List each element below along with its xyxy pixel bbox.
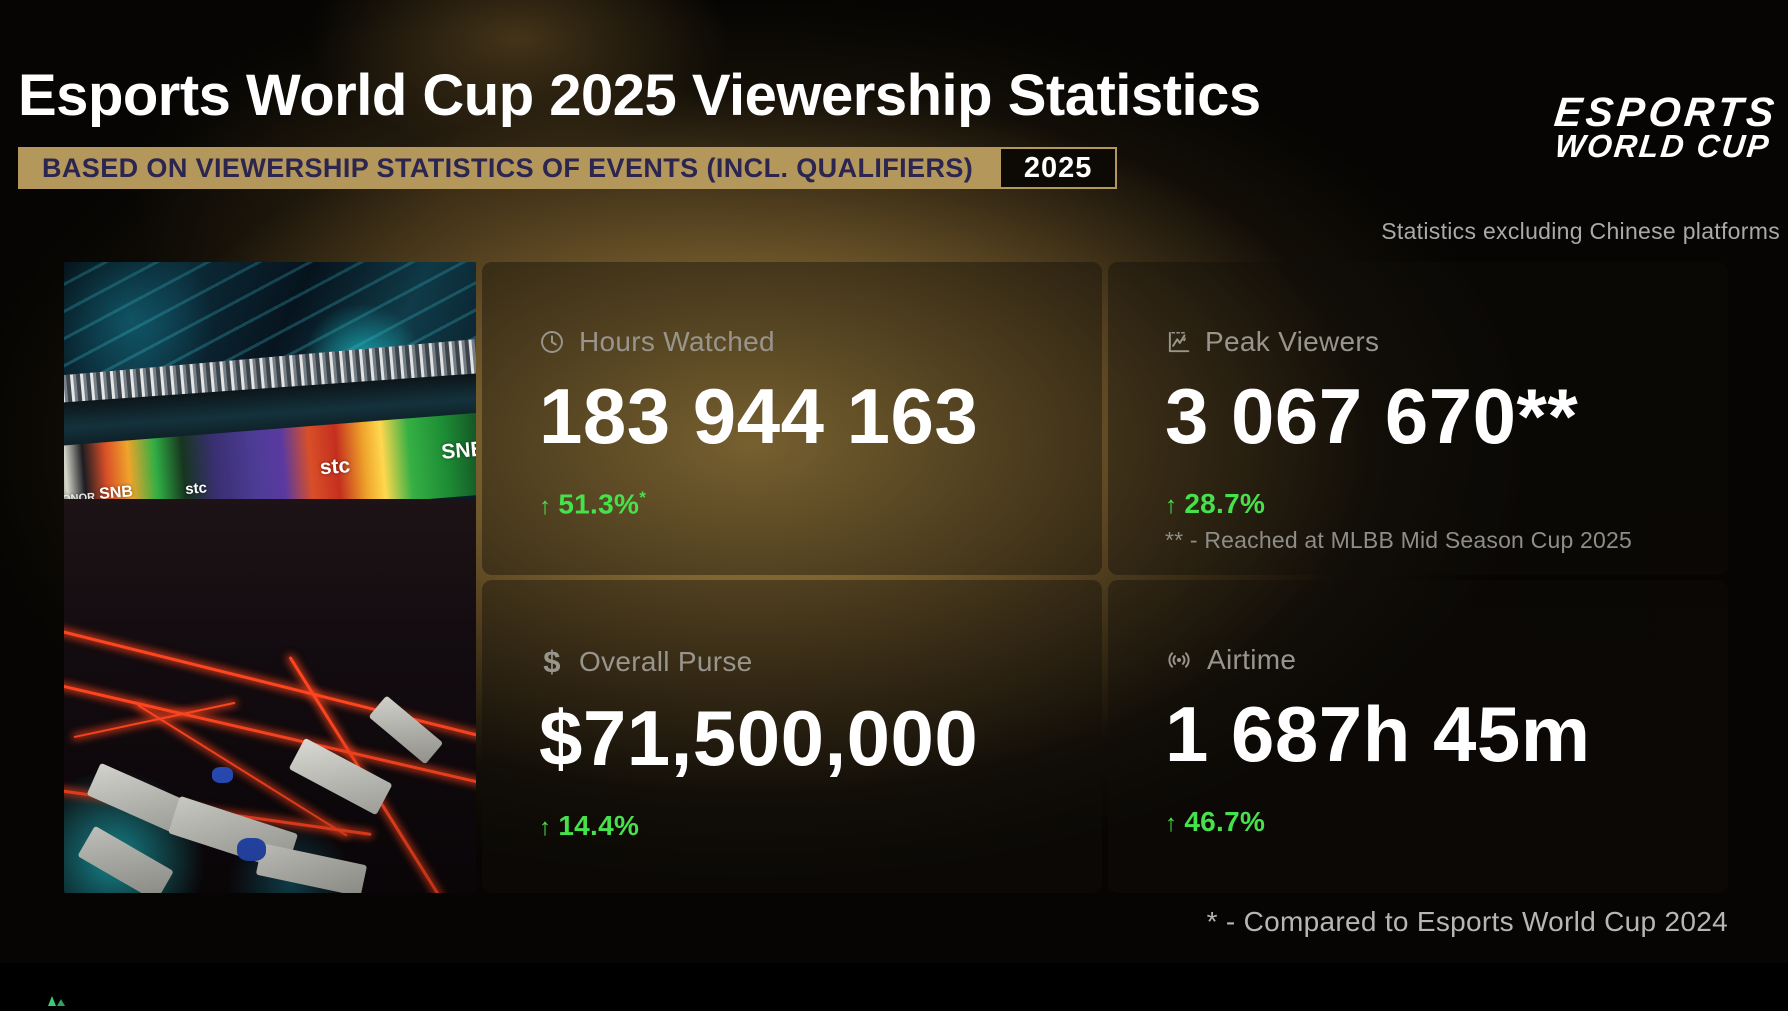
dollar-icon: $ — [543, 644, 561, 679]
stat-value: 3 067 670** — [1165, 372, 1579, 460]
logo-line-1: ESPORTS — [1552, 89, 1781, 135]
stat-value: 183 944 163 — [539, 372, 979, 460]
esports-world-cup-logo: ESPORTS WORLD CUP — [1549, 89, 1781, 164]
banner-label: BASED ON VIEWERSHIP STATISTICS OF EVENTS… — [18, 147, 1000, 189]
broadcast-icon — [1165, 647, 1193, 673]
esports-charts-logo-fragment — [42, 992, 72, 1006]
stat-label-row: $ Overall Purse — [539, 644, 1082, 680]
stat-label-row: Hours Watched — [539, 326, 1082, 358]
stats-grid: HONOR SNB stc stc SNB — [64, 262, 1728, 893]
stat-delta: ↑ 14.4% — [539, 810, 1082, 842]
up-arrow-icon: ↑ — [1165, 810, 1178, 838]
stat-delta: ↑ 28.7% — [1165, 488, 1708, 520]
stat-delta-value: 28.7% — [1184, 488, 1266, 520]
stat-card-peak-viewers: Peak Viewers 3 067 670** ↑ 28.7% ** - Rea… — [1108, 262, 1728, 575]
stat-label: Airtime — [1207, 644, 1297, 675]
stat-card-hours-watched: Hours Watched 183 944 163 ↑ 51.3%* — [482, 262, 1102, 575]
stat-delta-value: 46.7% — [1184, 806, 1266, 838]
comparison-footnote: * - Compared to Esports World Cup 2024 — [1206, 906, 1728, 937]
stat-label: Peak Viewers — [1205, 326, 1380, 357]
stat-label: Hours Watched — [579, 326, 775, 357]
line-chart-icon — [1165, 329, 1191, 355]
banner-year-badge: 2025 — [999, 147, 1118, 189]
clock-icon — [539, 329, 565, 355]
photo-stage-floor — [64, 498, 476, 893]
arena-photo: HONOR SNB stc stc SNB — [64, 262, 476, 893]
stat-label-row: Peak Viewers — [1165, 326, 1708, 358]
up-arrow-icon: ↑ — [539, 814, 552, 842]
photo-vignette — [64, 262, 476, 893]
stat-note: ** - Reached at MLBB Mid Season Cup 2025 — [1165, 527, 1632, 554]
up-arrow-icon: ↑ — [1165, 492, 1178, 520]
player-figure — [212, 766, 233, 783]
stat-label: Overall Purse — [579, 646, 753, 677]
player-figure — [237, 837, 266, 862]
stat-delta-value: 51.3% — [558, 488, 640, 520]
stat-value: 1 687h 45m — [1165, 690, 1591, 778]
page-title: Esports World Cup 2025 Viewership Statis… — [18, 63, 1261, 128]
bottom-bar — [0, 963, 1788, 1006]
stat-delta: ↑ 46.7% — [1165, 806, 1708, 838]
stat-delta-value: 14.4% — [558, 810, 640, 842]
stat-card-airtime: Airtime 1 687h 45m ↑ 46.7% — [1108, 580, 1728, 893]
stat-delta-footnote-mark: * — [639, 488, 647, 508]
up-arrow-icon: ↑ — [539, 492, 552, 520]
banner: BASED ON VIEWERSHIP STATISTICS OF EVENTS… — [18, 147, 1118, 189]
logo-line-2: WORLD CUP — [1552, 127, 1773, 164]
stat-delta: ↑ 51.3%* — [539, 488, 1082, 520]
stat-value: $71,500,000 — [539, 694, 979, 782]
stat-card-overall-purse: $ Overall Purse $71,500,000 ↑ 14.4% — [482, 580, 1102, 893]
platform-exclusion-note: Statistics excluding Chinese platforms — [1381, 218, 1780, 244]
stat-label-row: Airtime — [1165, 644, 1708, 676]
